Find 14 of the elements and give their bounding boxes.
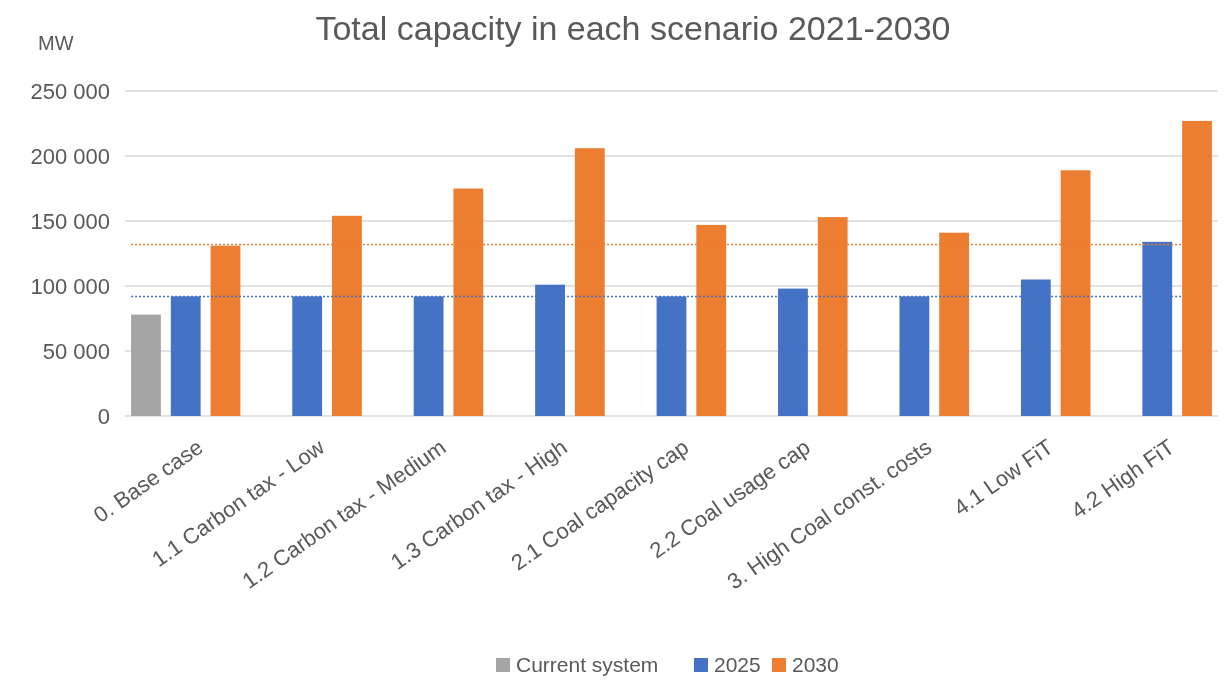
y-tick-label: 100 000 [30,273,110,299]
y-axis-title: MW [38,32,74,54]
y-tick-label: 50 000 [42,338,110,364]
chart-title: Total capacity in each scenario 2021-2030 [315,9,951,47]
y-tick-label: 200 000 [30,143,110,169]
x-tick-label: 4.2 High FiT [1066,434,1179,524]
y-tick-label: 0 [97,403,110,429]
legend-label: 2030 [792,653,839,677]
legend-label: Current system [516,653,659,677]
bar [131,314,161,416]
y-tick-label: 150 000 [30,208,110,234]
x-tick-label: 4.1 Low FiT [949,434,1058,521]
legend-label: 2025 [714,653,761,677]
y-tick-label: 250 000 [30,78,110,104]
